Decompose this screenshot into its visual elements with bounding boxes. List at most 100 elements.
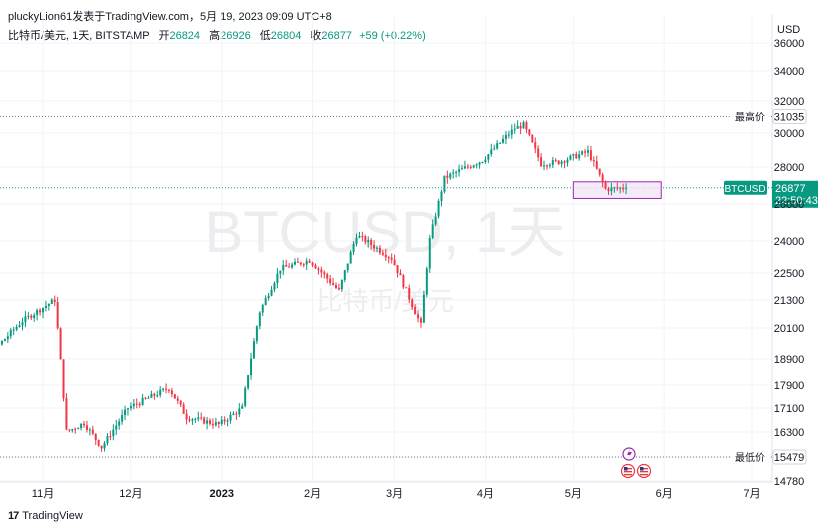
candle[interactable] [402, 275, 405, 288]
candle[interactable] [238, 408, 241, 415]
candle[interactable] [346, 263, 349, 271]
candle[interactable] [499, 142, 502, 144]
candle[interactable] [112, 429, 115, 437]
candle[interactable] [349, 251, 352, 264]
us-flag-event-icon[interactable] [636, 463, 652, 479]
candle[interactable] [428, 237, 431, 269]
candle[interactable] [194, 419, 197, 421]
candle[interactable] [9, 329, 12, 337]
candle[interactable] [226, 420, 229, 422]
candle[interactable] [431, 224, 434, 238]
candle[interactable] [106, 436, 109, 444]
candle[interactable] [619, 187, 622, 189]
candle[interactable] [496, 143, 499, 149]
candle[interactable] [563, 161, 566, 163]
candle[interactable] [625, 187, 628, 189]
candle[interactable] [68, 429, 71, 431]
candle[interactable] [36, 310, 39, 315]
candle[interactable] [83, 423, 86, 426]
candle[interactable] [504, 135, 507, 139]
candle[interactable] [358, 236, 361, 238]
candle[interactable] [118, 421, 121, 426]
candle[interactable] [311, 262, 314, 266]
candle[interactable] [440, 191, 443, 201]
candle[interactable] [185, 413, 188, 420]
candle[interactable] [557, 160, 560, 165]
candle[interactable] [276, 273, 279, 284]
candle[interactable] [384, 254, 387, 258]
candle[interactable] [581, 151, 584, 155]
candle[interactable] [361, 236, 364, 238]
candle[interactable] [390, 257, 393, 260]
candle[interactable] [59, 328, 62, 360]
candle[interactable] [6, 336, 9, 340]
candle[interactable] [80, 423, 83, 429]
candle[interactable] [232, 413, 235, 415]
candle[interactable] [165, 388, 168, 390]
candle[interactable] [493, 148, 496, 150]
candle[interactable] [74, 429, 77, 431]
candle[interactable] [364, 236, 367, 243]
candle[interactable] [463, 166, 466, 169]
candle[interactable] [77, 428, 80, 430]
candle[interactable] [507, 134, 510, 136]
candle[interactable] [343, 270, 346, 280]
candle[interactable] [393, 259, 396, 266]
candle[interactable] [616, 187, 619, 189]
candle[interactable] [378, 247, 381, 253]
candle[interactable] [235, 413, 238, 415]
candle[interactable] [449, 173, 452, 178]
candle[interactable] [135, 403, 138, 405]
candle[interactable] [381, 252, 384, 255]
candle[interactable] [478, 162, 481, 165]
candle[interactable] [250, 358, 253, 376]
candle[interactable] [39, 310, 42, 313]
candle[interactable] [560, 161, 563, 165]
candle[interactable] [472, 165, 475, 168]
candle[interactable] [261, 304, 264, 313]
candle[interactable] [373, 244, 376, 249]
candle[interactable] [519, 125, 522, 129]
candle[interactable] [188, 419, 191, 421]
candle[interactable] [12, 329, 15, 331]
candle[interactable] [484, 159, 487, 163]
candle[interactable] [153, 393, 156, 396]
candle[interactable] [534, 142, 537, 149]
candle[interactable] [367, 240, 370, 243]
candle[interactable] [575, 154, 578, 159]
candle[interactable] [566, 159, 569, 163]
candle[interactable] [422, 294, 425, 323]
candle[interactable] [460, 168, 463, 170]
candle[interactable] [44, 305, 47, 308]
candle[interactable] [308, 260, 311, 263]
candle[interactable] [370, 240, 373, 245]
candle[interactable] [531, 134, 534, 143]
price-axis[interactable]: 36000 34000 32000 30000 28000 26000 24000 22500… [774, 38, 805, 488]
lightning-event-icon[interactable] [622, 447, 636, 461]
candle[interactable] [317, 268, 320, 270]
candle[interactable] [293, 261, 296, 265]
candle[interactable] [138, 404, 141, 406]
candle[interactable] [258, 312, 261, 327]
candle[interactable] [446, 175, 449, 178]
candle[interactable] [115, 425, 118, 430]
candle[interactable] [586, 150, 589, 153]
candle[interactable] [502, 138, 505, 143]
candle[interactable] [376, 247, 379, 249]
brand[interactable]: 17 TradingView [8, 510, 83, 522]
candle[interactable] [417, 314, 420, 319]
candle[interactable] [340, 279, 343, 290]
candle[interactable] [335, 284, 337, 288]
candle[interactable] [176, 398, 179, 401]
candle[interactable] [71, 429, 74, 431]
candle[interactable] [604, 182, 607, 189]
candle[interactable] [475, 164, 478, 166]
candle[interactable] [15, 326, 18, 330]
candle[interactable] [282, 265, 285, 271]
time-axis[interactable]: 11月 12月 2023 2月 3月 4月 5月 6月 7月 [32, 488, 761, 500]
candle[interactable] [191, 419, 194, 421]
event-markers[interactable] [620, 447, 652, 479]
candle[interactable] [53, 299, 56, 302]
candle[interactable] [548, 164, 551, 166]
